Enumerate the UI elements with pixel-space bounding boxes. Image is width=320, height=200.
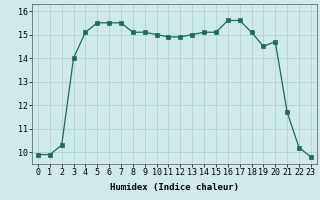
X-axis label: Humidex (Indice chaleur): Humidex (Indice chaleur) xyxy=(110,183,239,192)
